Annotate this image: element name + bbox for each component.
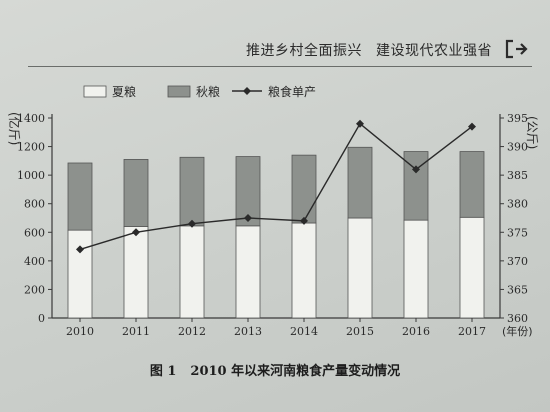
left-tick-label: 600 [24,226,45,239]
left-tick-label: 1200 [17,141,45,154]
left-tick-label: 200 [24,283,45,296]
right-tick-label: 385 [507,169,528,182]
yield-line [79,122,473,251]
right-tick-label: 370 [507,255,528,268]
yield-point-2013 [244,214,252,222]
bar-autumn-2011 [123,159,149,227]
left-tick-label: 800 [24,198,45,211]
right-tick-label: 390 [507,141,528,154]
legend-marker-yield [243,87,251,95]
x-tick-label-2012: 2012 [178,325,206,338]
x-tick-label-2013: 2013 [234,325,262,338]
yield-point-2015 [356,119,364,128]
x-tick-label-2011: 2011 [122,325,150,338]
figure-number: 图 1 [149,364,177,379]
legend-label-yield: 粮食单产 [268,84,316,99]
bar-summer-2016 [403,219,429,319]
bar-autumn-2015 [347,146,373,219]
left-tick-label: 1000 [17,169,45,182]
page-header: 推进乡村全面振兴 建设现代农业强省 [246,40,492,60]
legend-swatch-summer [83,85,107,98]
x-tick-label-2015: 2015 [346,325,374,338]
legend-label-summer: 夏粮 [112,84,136,99]
x-tick-label-2016: 2016 [402,325,430,338]
bar-autumn-2012 [179,156,205,227]
header-left-text: 推进乡村全面振兴 [246,43,362,59]
right-axis-label: (公斤) [525,116,539,149]
yield-point-2011 [132,228,140,237]
bar-summer-2017 [459,216,485,319]
bar-summer-2012 [179,225,205,319]
legend-label-autumn: 秋粮 [196,84,220,99]
legend-swatch-autumn [167,85,191,98]
bar-autumn-2010 [67,162,93,231]
left-tick-label: 1400 [17,112,45,125]
right-tick-label: 375 [507,226,528,239]
header-rule [28,66,532,67]
yield-point-2012 [188,219,196,228]
bar-autumn-2017 [459,151,485,218]
bar-summer-2013 [235,225,261,319]
yield-point-2010 [76,245,84,254]
right-tick-label: 380 [507,198,528,211]
header-right-text: 建设现代农业强省 [376,43,492,59]
return-arrow-icon [505,39,528,59]
left-tick-label: 0 [38,312,45,325]
x-tick-label-2014: 2014 [290,325,318,338]
bar-autumn-2014 [291,154,317,224]
right-tick-label: 395 [507,112,528,125]
bar-summer-2010 [67,229,93,319]
figure-title: 2010 年以来河南粮食产量变动情况 [190,364,401,379]
right-tick-label: 365 [507,283,528,296]
bar-summer-2014 [291,222,317,319]
left-tick-label: 400 [24,255,45,268]
yield-point-2014 [300,216,308,225]
bar-summer-2015 [347,217,373,319]
left-axis-label: (亿斤) [7,112,22,145]
x-tick-label-2010: 2010 [66,325,94,338]
x-tick-label-2017: 2017 [458,325,486,338]
bar-summer-2011 [123,226,149,319]
figure-caption: 图 1 2010 年以来河南粮食产量变动情况 [0,360,550,379]
x-axis-label: (年份) [502,324,533,338]
yield-point-2017 [468,122,476,131]
left-axis-label-text: (亿斤) [7,112,22,145]
yield-point-2016 [412,165,420,174]
right-axis-label-text: (公斤) [525,116,539,149]
right-tick-label: 360 [507,312,528,325]
